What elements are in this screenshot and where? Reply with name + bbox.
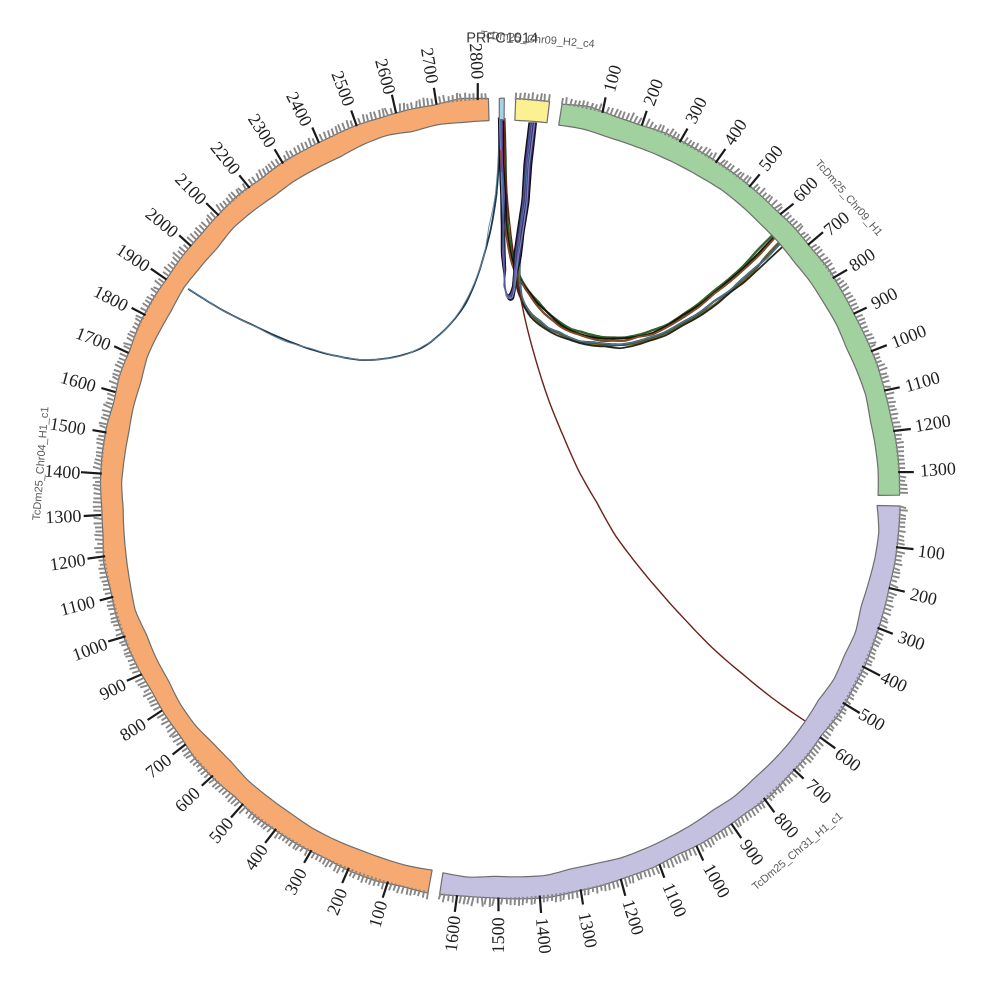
svg-text:1400: 1400 [44,461,81,483]
svg-text:1300: 1300 [45,506,82,527]
svg-text:2800: 2800 [466,43,488,80]
svg-text:1300: 1300 [919,458,956,480]
svg-text:1600: 1600 [441,915,465,953]
svg-text:1400: 1400 [532,917,555,955]
svg-text:1500: 1500 [488,917,508,953]
svg-text:100: 100 [917,541,946,564]
